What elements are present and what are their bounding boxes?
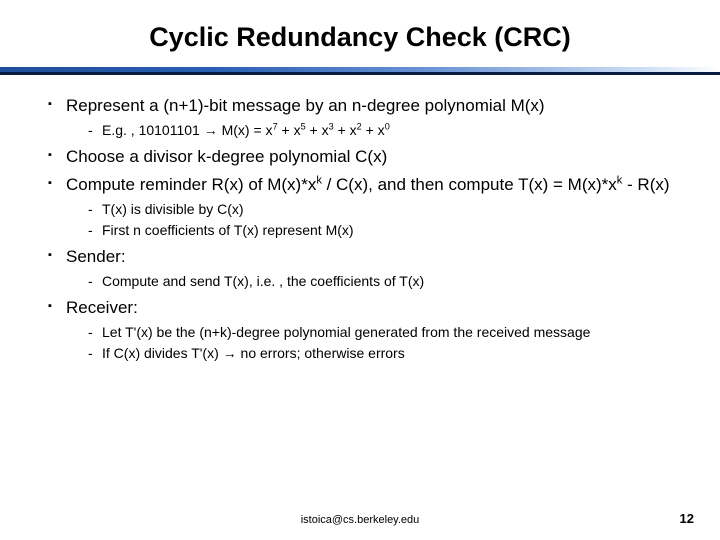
bullet-2-text: Choose a divisor k-degree polynomial C(x…	[66, 147, 387, 166]
bullet-1-text: Represent a (n+1)-bit message by an n-de…	[66, 96, 545, 115]
b1s1-p2: + x	[306, 122, 329, 138]
bullet-2: Choose a divisor k-degree polynomial C(x…	[48, 146, 680, 168]
bullet-3-sub-1: T(x) is divisible by C(x)	[88, 200, 680, 219]
exp-0: 0	[385, 121, 390, 131]
b1s1-p1: + x	[278, 122, 301, 138]
bullet-5-sub: Let T'(x) be the (n+k)-degree polynomial…	[88, 323, 680, 363]
bullet-1-sub-1: E.g. , 10101101 → M(x) = x7 + x5 + x3 + …	[88, 121, 680, 140]
b1s1-pre: E.g. , 10101101	[102, 122, 204, 138]
bullet-4-sub-1: Compute and send T(x), i.e. , the coeffi…	[88, 272, 680, 291]
arrow-icon: →	[223, 345, 237, 361]
b5s1-text: Let T'(x) be the (n+k)-degree polynomial…	[102, 324, 590, 340]
bullet-3-sub-2: First n coefficients of T(x) represent M…	[88, 221, 680, 240]
bullet-5-text: Receiver:	[66, 298, 138, 317]
arrow-icon: →	[204, 122, 218, 138]
bullet-5-sub-1: Let T'(x) be the (n+k)-degree polynomial…	[88, 323, 680, 342]
b4s1-text: Compute and send T(x), i.e. , the coeffi…	[102, 273, 424, 289]
b3s2-text: First n coefficients of T(x) represent M…	[102, 222, 354, 238]
b3-pre: Compute reminder R(x) of M(x)*x	[66, 175, 316, 194]
rule-underline	[0, 72, 720, 75]
b1s1-post: M(x) = x	[218, 122, 273, 138]
bullet-1-sub: E.g. , 10101101 → M(x) = x7 + x5 + x3 + …	[88, 121, 680, 140]
bullet-5: Receiver: Let T'(x) be the (n+k)-degree …	[48, 297, 680, 363]
b1s1-p4: + x	[362, 122, 385, 138]
bullet-4: Sender: Compute and send T(x), i.e. , th…	[48, 246, 680, 291]
content-area: Represent a (n+1)-bit message by an n-de…	[30, 85, 690, 363]
footer-email: istoica@cs.berkeley.edu	[0, 514, 720, 526]
bullet-4-sub: Compute and send T(x), i.e. , the coeffi…	[88, 272, 680, 291]
b5s2-pre: If C(x) divides T'(x)	[102, 345, 223, 361]
slide-title: Cyclic Redundancy Check (CRC)	[30, 22, 690, 53]
bullet-list: Represent a (n+1)-bit message by an n-de…	[48, 95, 680, 363]
slide: Cyclic Redundancy Check (CRC) Represent …	[0, 0, 720, 540]
page-number: 12	[680, 511, 694, 526]
b3-mid: / C(x), and then compute T(x) = M(x)*x	[322, 175, 617, 194]
b5s2-post: no errors; otherwise errors	[237, 345, 405, 361]
bullet-1: Represent a (n+1)-bit message by an n-de…	[48, 95, 680, 140]
bullet-4-text: Sender:	[66, 247, 126, 266]
bullet-5-sub-2: If C(x) divides T'(x) → no errors; other…	[88, 344, 680, 363]
b3-post: - R(x)	[622, 175, 669, 194]
bullet-3: Compute reminder R(x) of M(x)*xk / C(x),…	[48, 174, 680, 240]
b3s1-text: T(x) is divisible by C(x)	[102, 201, 244, 217]
b1s1-p3: + x	[334, 122, 357, 138]
bullet-3-sub: T(x) is divisible by C(x) First n coeffi…	[88, 200, 680, 240]
title-rule	[0, 67, 720, 75]
